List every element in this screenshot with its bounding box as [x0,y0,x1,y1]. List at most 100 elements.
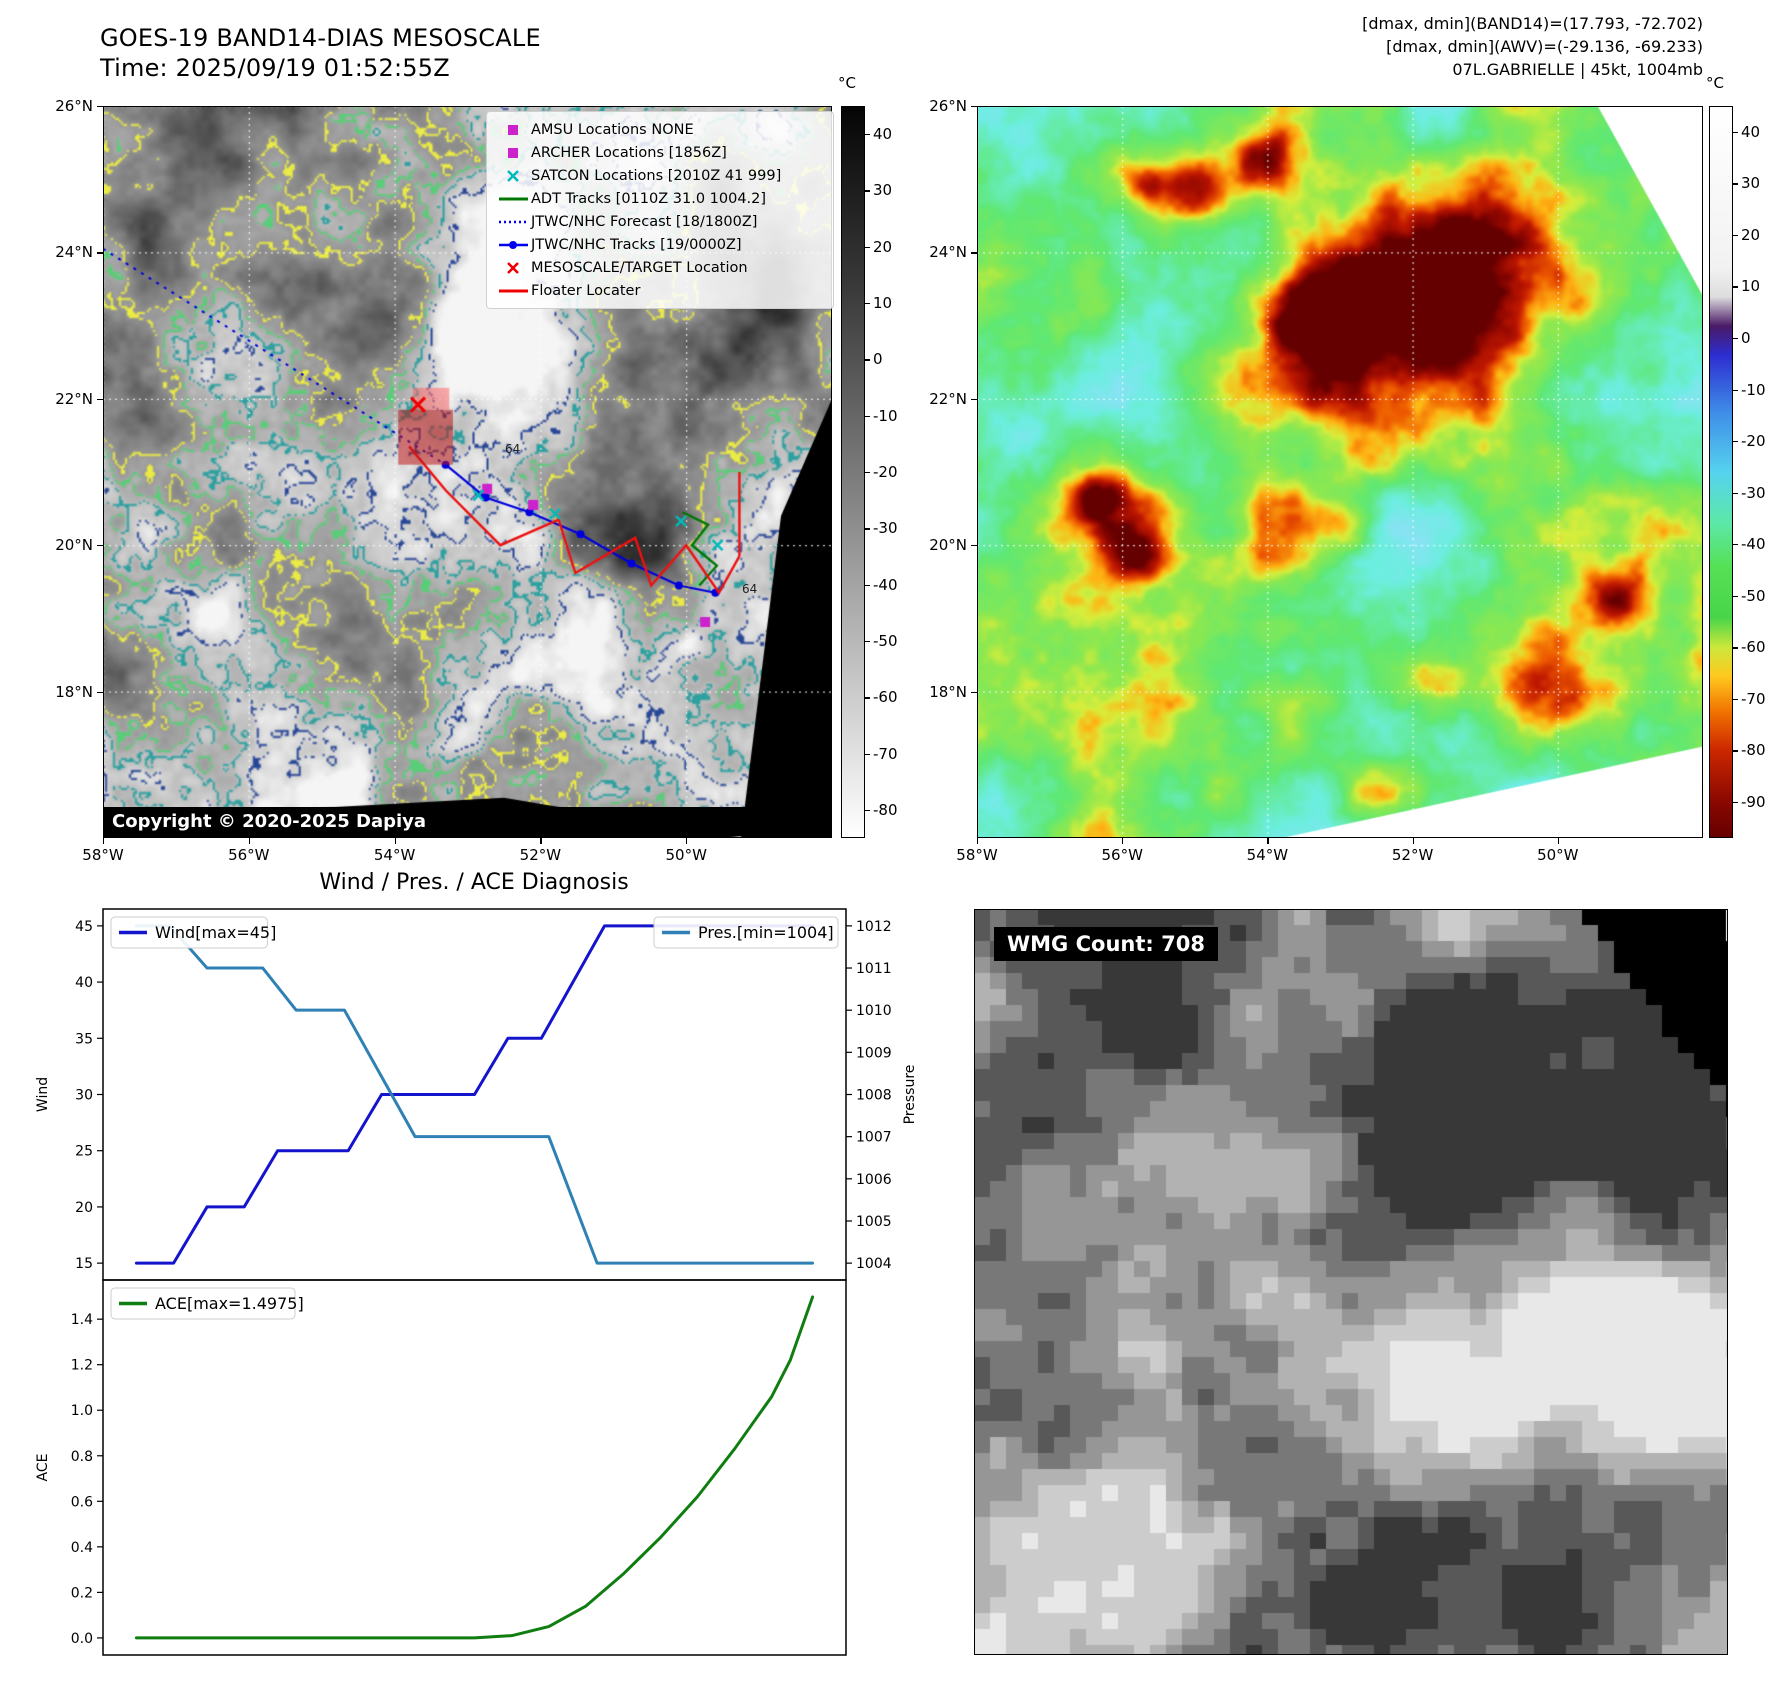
band14-lat-tick: 24°N [55,243,93,262]
band14-cb-tick: -20 [873,463,898,481]
x-marker-icon [507,169,519,182]
svg-text:1005: 1005 [856,1214,892,1230]
band14-lon-tickmark [540,838,542,844]
svg-text:25: 25 [75,1144,93,1160]
svg-text:1010: 1010 [856,1003,892,1019]
dmax-dmin-band14-label: [dmax, dmin](BAND14)=(17.793, -72.702) [1362,14,1703,33]
svg-text:45: 45 [75,919,93,935]
awv-cb-tick: -10 [1741,380,1766,399]
band14-lat-tickmark [97,545,103,547]
awv-lat-tick: 24°N [929,243,967,262]
awv-cb-tickmark [1733,131,1738,134]
svg-text:30: 30 [75,1088,93,1104]
diagnosis-title: Wind / Pres. / ACE Diagnosis [319,870,629,895]
awv-cb-tick: -20 [1741,432,1766,451]
square-marker-icon [508,147,518,158]
svg-text:1012: 1012 [856,919,892,935]
svg-text:0.6: 0.6 [71,1494,93,1510]
legend-item: Floater Locater [497,279,823,302]
legend-item-label: ADT Tracks [0110Z 31.0 1004.2] [531,190,767,207]
awv-cb-tickmark [1733,183,1738,185]
band14-time-label: Time: 2025/09/19 01:52:55Z [100,54,450,82]
awv-lat-tickmark [971,252,977,254]
band14-lon-tick: 50°W [665,846,707,864]
band14-cb-tickmark [865,584,870,586]
awv-cb-tickmark [1733,286,1738,288]
band14-cb-tickmark [865,190,870,192]
awv-lat-tick: 20°N [929,536,967,555]
band14-legend: AMSU Locations NONE ARCHER Locations [185… [486,111,834,309]
awv-cb-tickmark [1733,595,1738,597]
dmax-dmin-awv-label: [dmax, dmin](AWV)=(-29.136, -69.233) [1386,37,1703,56]
svg-text:1.4: 1.4 [71,1312,93,1328]
awv-lat-tick: 18°N [929,682,967,701]
band14-cb-tickmark [865,809,870,812]
awv-cb-tick: 10 [1741,277,1761,296]
awv-lat-tickmark [971,106,977,108]
awv-lat-tick: 26°N [929,97,967,115]
band14-cb-tickmark [865,528,870,530]
line-marker-icon [499,197,528,200]
legend-item-label: AMSU Locations NONE [531,121,694,138]
awv-lon-tickmark [1122,838,1124,844]
svg-text:1.0: 1.0 [71,1403,93,1419]
band14-lat-tick: 18°N [55,682,93,701]
band14-cb-tickmark [865,415,870,417]
awv-lat-tick: 22°N [929,389,967,408]
awv-cb-tick: 20 [1741,225,1761,244]
svg-text:1.2: 1.2 [71,1358,93,1374]
svg-text:Pressure: Pressure [902,1065,918,1125]
band14-lat-tick: 22°N [55,389,93,408]
band14-title: GOES-19 BAND14-DIAS MESOSCALE [100,24,541,52]
dotted-marker-icon [499,220,528,223]
awv-lat-tickmark [971,545,977,547]
band14-cb-tick: -30 [873,519,898,538]
legend-item-label: Floater Locater [531,282,641,299]
svg-text:20: 20 [75,1200,93,1216]
band14-lon-tickmark [103,838,105,844]
awv-cb-tick: -80 [1741,741,1766,760]
legend-item: AMSU Locations NONE [497,118,823,141]
band14-cb-tickmark [865,640,870,643]
band14-lat-tickmark [97,398,103,401]
svg-text:0.4: 0.4 [71,1540,93,1556]
band14-cb-tickmark [865,472,870,474]
legend-item: JTWC/NHC Forecast [18/1800Z] [497,210,823,233]
awv-cb-tick: 40 [1741,122,1761,141]
band14-cb-tick: 30 [873,181,893,200]
svg-text:Wind: Wind [35,1077,51,1112]
band14-lon-tickmark [686,838,688,844]
awv-cb-tickmark [1733,389,1738,391]
svg-text:1011: 1011 [856,961,892,977]
awv-cb-tick: -60 [1741,638,1766,657]
band14-cb-tick: -50 [873,631,898,650]
legend-item-label: SATCON Locations [2010Z 41 999] [531,167,782,184]
svg-text:40: 40 [75,975,93,991]
legend-item: ARCHER Locations [1856Z] [497,141,823,164]
band14-lon-tick: 58°W [82,846,124,864]
band14-lon-tick: 52°W [519,846,562,864]
awv-cb-tickmark [1733,544,1738,546]
band14-lon-tickmark [248,838,251,844]
band14-cb-tickmark [865,246,870,249]
line-dot-marker-icon [499,240,528,249]
awv-lat-tickmark [971,398,977,401]
wmg-count-badge: WMG Count: 708 [994,927,1218,961]
awv-cb-tick: -70 [1741,689,1766,708]
band14-lon-tickmark [394,838,396,844]
band14-cb-tickmark [865,303,870,305]
awv-satellite-image [977,106,1703,838]
band14-lon-tick: 54°W [373,846,416,864]
awv-colorbar-unit: °C [1706,74,1724,92]
storm-id-label: 07L.GABRIELLE | 45kt, 1004mb [1452,60,1703,79]
band14-cb-tick: 20 [873,237,893,256]
awv-lat-tickmark [971,691,977,693]
square-marker-icon [508,124,518,135]
svg-text:1006: 1006 [856,1172,892,1188]
awv-cb-tickmark [1733,750,1738,752]
awv-colorbar [1709,106,1733,838]
awv-lon-tick: 52°W [1391,846,1434,864]
awv-cb-tick: 0 [1741,328,1751,347]
svg-text:0.8: 0.8 [71,1449,93,1465]
band14-colorbar [841,106,865,838]
